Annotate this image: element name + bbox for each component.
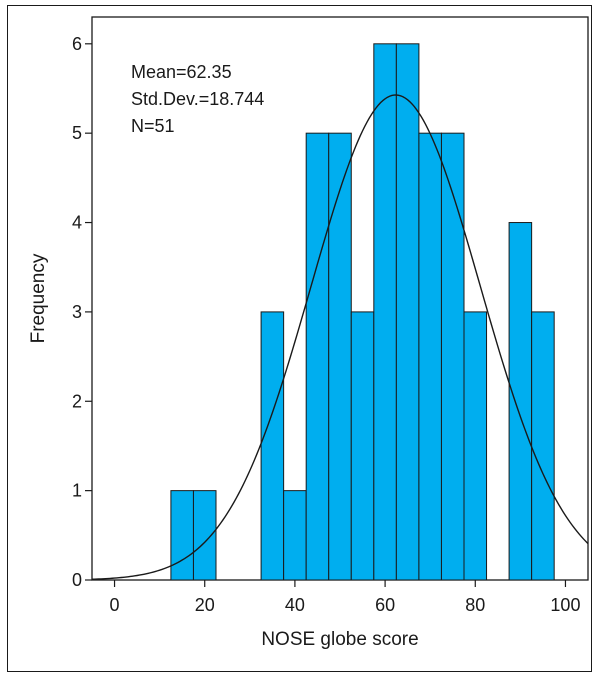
y-tick-label-0: 0 xyxy=(72,570,82,590)
histogram-bar-7 xyxy=(373,43,397,581)
histogram-bar-4 xyxy=(305,132,330,581)
stats-box: Mean=62.35 Std.Dev.=18.744 N=51 xyxy=(131,62,264,136)
histogram-bar-8 xyxy=(395,43,420,581)
histogram-bar-11 xyxy=(463,311,488,581)
histogram-bar-12 xyxy=(508,222,533,581)
stat-n: N=51 xyxy=(131,116,175,136)
y-tick-label-1: 1 xyxy=(72,481,82,501)
y-tick-label-2: 2 xyxy=(72,391,82,411)
y-tick-label-4: 4 xyxy=(72,213,82,233)
x-tick-label-4: 80 xyxy=(465,595,485,615)
normal-curve xyxy=(91,94,589,580)
x-axis-title: NOSE globe score xyxy=(261,629,418,650)
histogram-bar-1 xyxy=(192,490,217,581)
y-tick-label-3: 3 xyxy=(72,302,82,322)
histogram-bar-5 xyxy=(328,132,352,581)
x-tick-label-0: 0 xyxy=(110,595,120,615)
figure-border xyxy=(7,5,592,672)
histogram-bars xyxy=(170,43,555,581)
histogram-bar-13 xyxy=(531,311,555,581)
histogram-bar-2 xyxy=(260,311,285,581)
stat-std-dev: Std.Dev.=18.744 xyxy=(131,89,264,109)
y-axis: 0 1 2 3 4 5 6 xyxy=(72,34,92,590)
histogram-bar-9 xyxy=(418,132,442,581)
x-tick-label-5: 100 xyxy=(550,595,580,615)
stat-mean: Mean=62.35 xyxy=(131,62,232,82)
y-tick-label-5: 5 xyxy=(72,123,82,143)
x-axis: 0 20 40 60 80 100 xyxy=(110,580,580,615)
y-axis-title: Frequency xyxy=(28,253,49,343)
x-tick-label-1: 20 xyxy=(195,595,215,615)
histogram-bar-6 xyxy=(350,311,375,581)
x-tick-label-2: 40 xyxy=(285,595,305,615)
y-tick-label-6: 6 xyxy=(72,34,82,54)
histogram-bar-3 xyxy=(283,490,307,581)
x-tick-label-3: 60 xyxy=(375,595,395,615)
histogram-bar-0 xyxy=(170,490,194,581)
histogram-bar-10 xyxy=(440,132,465,581)
plot-area xyxy=(91,16,589,581)
